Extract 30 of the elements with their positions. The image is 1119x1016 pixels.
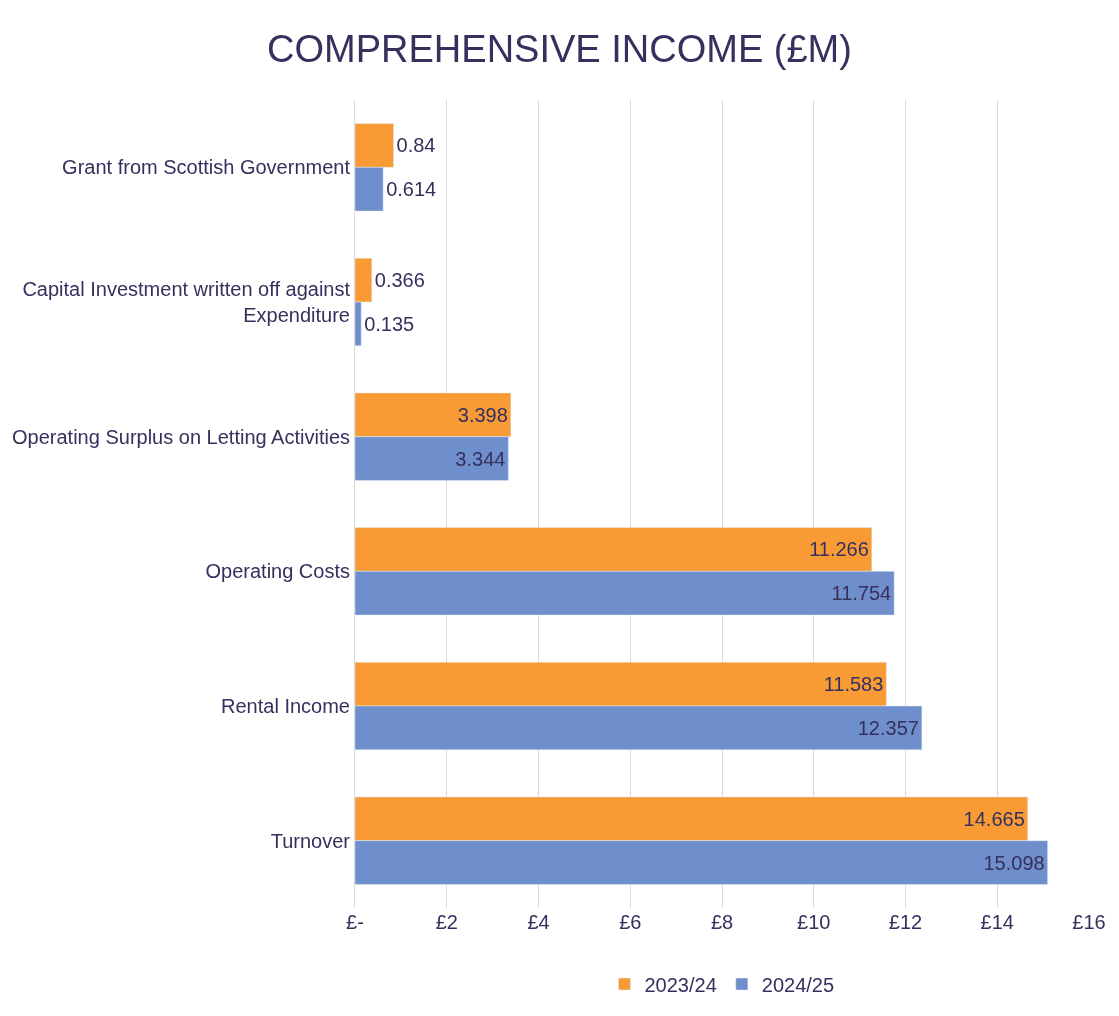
x-tick-label: £2 — [435, 911, 458, 933]
x-tick-label: £14 — [980, 911, 1014, 933]
x-tick-label: £10 — [797, 911, 831, 933]
data-label: 0.84 — [396, 134, 436, 157]
x-tick-label: £4 — [527, 911, 550, 933]
data-label: 15.098 — [983, 851, 1045, 874]
data-label: 11.583 — [823, 673, 884, 696]
x-tick-label: £12 — [888, 911, 923, 933]
chart-title: COMPREHENSIVE INCOME (£M) — [267, 28, 852, 71]
data-label: 0.366 — [374, 269, 425, 292]
y-tick-label: Operating Costs — [205, 560, 350, 583]
y-tick-label: Operating Surplus on Letting Activities — [12, 425, 350, 448]
data-label: 3.398 — [457, 403, 508, 426]
legend-label: 2023/24 — [644, 973, 717, 996]
data-label: 11.266 — [809, 538, 869, 561]
data-label: 0.614 — [386, 178, 437, 201]
x-tick-label: £6 — [619, 911, 642, 933]
x-tick-label: £- — [346, 911, 364, 933]
data-label: 3.344 — [455, 447, 506, 470]
data-label: 14.665 — [963, 807, 1025, 830]
data-label: 11.754 — [831, 582, 892, 605]
data-label: 0.135 — [364, 312, 415, 335]
x-tick-label: £8 — [710, 911, 734, 933]
y-tick-label: Grant from Scottish Government — [62, 156, 351, 179]
x-tick-label: £16 — [1072, 911, 1106, 933]
data-label: 12.357 — [857, 716, 919, 739]
y-tick-label: Capital Investment written off against Expenditure — [22, 278, 351, 326]
y-tick-label: Rental Income — [221, 695, 350, 717]
y-tick-label: Turnover — [270, 829, 351, 852]
legend-label: 2024/25 — [761, 973, 835, 996]
